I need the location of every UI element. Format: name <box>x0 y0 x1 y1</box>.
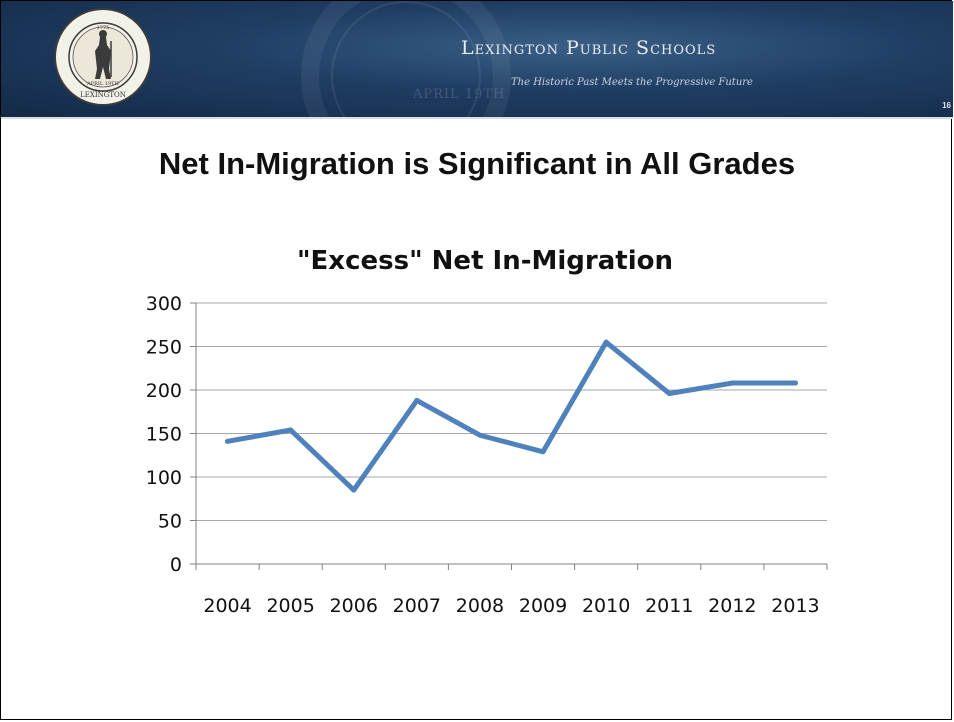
chart-gridlines <box>196 302 827 521</box>
data-point-2013 <box>792 380 798 386</box>
data-point-2007 <box>414 397 420 403</box>
data-point-2004 <box>225 438 231 444</box>
y-tick-label-150: 150 <box>146 424 182 446</box>
data-point-2005 <box>288 427 294 433</box>
data-point-2010 <box>603 339 609 345</box>
y-axis-ticks: 0 50 100 150 200 250 300 <box>146 293 196 576</box>
school-name: Lexington Public Schools <box>461 37 717 59</box>
x-tick-label-2013: 2013 <box>771 595 819 617</box>
chart-series <box>225 339 798 493</box>
x-tick-label-2009: 2009 <box>519 595 567 617</box>
x-tick-label-2005: 2005 <box>266 595 314 617</box>
data-point-2008 <box>477 432 483 438</box>
data-point-2012 <box>729 380 735 386</box>
seal-april-text: APRIL 19TH <box>86 81 119 87</box>
data-point-2006 <box>351 487 357 493</box>
slide-title: Net In-Migration is Significant in All G… <box>158 146 796 181</box>
x-tick-label-2010: 2010 <box>582 595 630 617</box>
chart-title: "Excess" Net In-Migration <box>297 246 673 276</box>
y-tick-label-250: 250 <box>146 337 182 359</box>
x-tick-label-2006: 2006 <box>330 595 378 617</box>
tagline: The Historic Past Meets the Progressive … <box>511 77 753 88</box>
seal-date-text: 1775 <box>97 25 110 31</box>
x-tick-label-2008: 2008 <box>456 595 504 617</box>
y-tick-label-300: 300 <box>146 293 182 315</box>
watermark-text: APRIL 19TH <box>413 87 506 102</box>
y-tick-label-200: 200 <box>146 380 182 402</box>
y-tick-label-100: 100 <box>146 467 182 489</box>
x-tick-label-2012: 2012 <box>708 595 756 617</box>
data-point-2009 <box>540 449 546 455</box>
x-axis-ticks: 2004 2005 2006 2007 2008 2009 2010 2011 2012 2013 <box>195 564 828 617</box>
seal-town-text: LEXINGTON <box>80 91 126 99</box>
series-line-0 <box>225 339 798 493</box>
y-tick-label-0: 0 <box>170 554 182 576</box>
y-tick-label-50: 50 <box>158 511 182 533</box>
page-number: 16 <box>942 101 951 110</box>
x-tick-label-2011: 2011 <box>645 595 693 617</box>
x-tick-label-2007: 2007 <box>393 595 441 617</box>
data-point-2011 <box>666 390 672 396</box>
x-tick-label-2004: 2004 <box>203 595 251 617</box>
header-banner: APRIL 19TH LEXINGTON APRIL 19TH 1775 Lex… <box>1 1 953 119</box>
lexington-seal-logo: LEXINGTON APRIL 19TH 1775 <box>54 8 152 106</box>
